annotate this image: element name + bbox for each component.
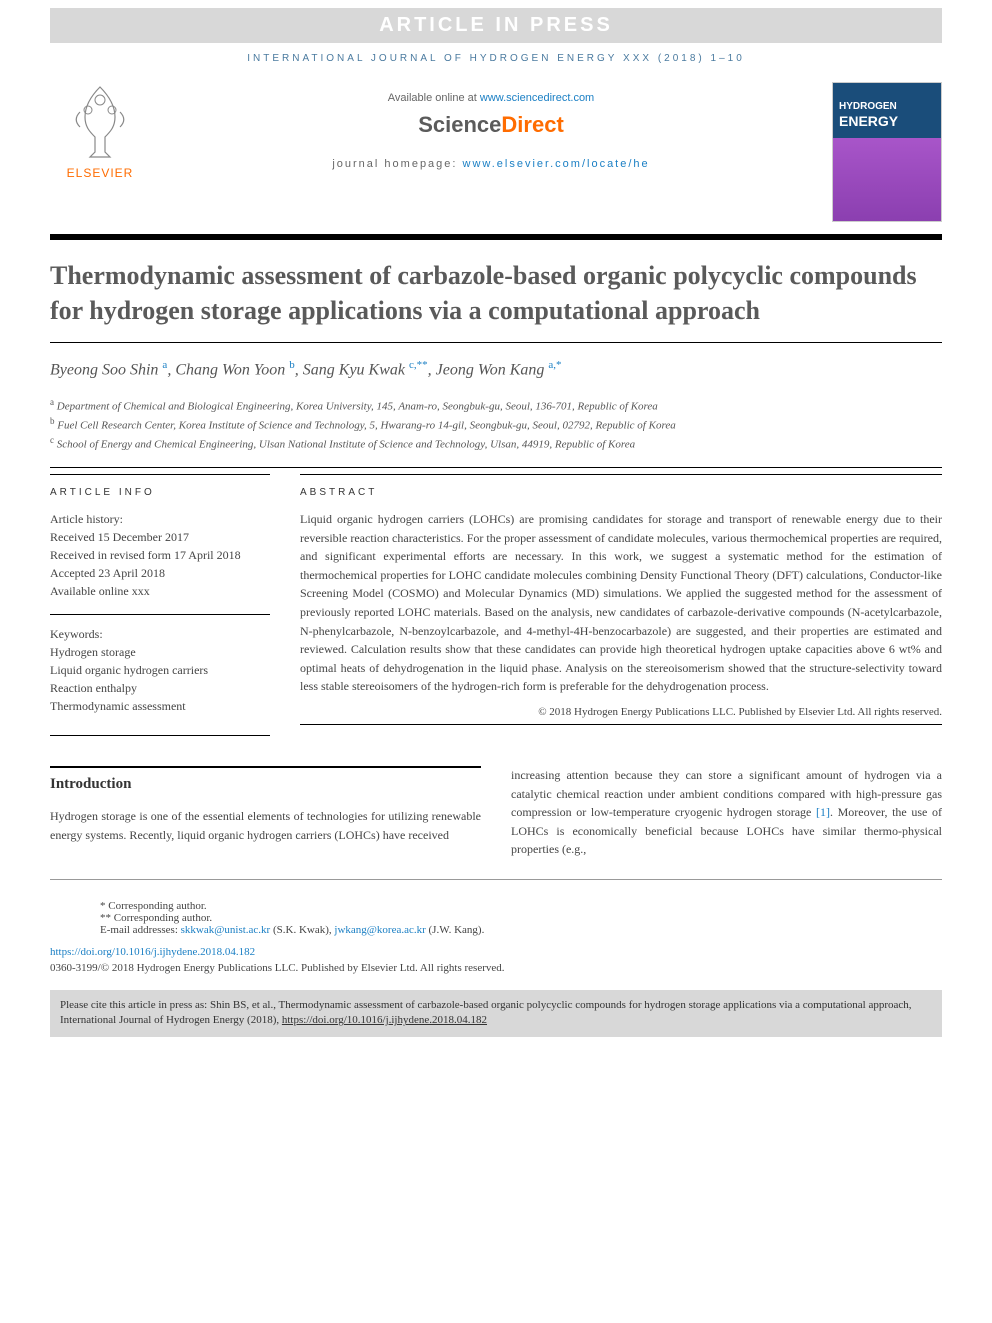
- sciencedirect-link[interactable]: www.sciencedirect.com: [480, 92, 594, 104]
- author-affil-sup[interactable]: c,**: [409, 359, 428, 371]
- author: , Jeong Won Kang: [428, 362, 549, 379]
- citation-box: Please cite this article in press as: Sh…: [50, 990, 942, 1037]
- title-block: Thermodynamic assessment of carbazole-ba…: [0, 240, 992, 342]
- abstract-copyright: © 2018 Hydrogen Energy Publications LLC.…: [300, 706, 942, 718]
- affiliations-block: a Department of Chemical and Biological …: [0, 390, 992, 467]
- author: , Sang Kyu Kwak: [295, 362, 409, 379]
- affiliation: a Department of Chemical and Biological …: [50, 396, 942, 415]
- doi-line: https://doi.org/10.1016/j.ijhydene.2018.…: [0, 944, 992, 960]
- header-center: Available online at www.sciencedirect.co…: [170, 82, 812, 170]
- author: Byeong Soo Shin: [50, 362, 162, 379]
- publisher-header: ELSEVIER Available online at www.science…: [0, 82, 992, 222]
- elsevier-wordmark: ELSEVIER: [67, 166, 134, 180]
- intro-paragraph-left: Hydrogen storage is one of the essential…: [50, 807, 481, 844]
- journal-homepage-line: journal homepage: www.elsevier.com/locat…: [170, 158, 812, 170]
- journal-cover-thumbnail: [832, 82, 942, 222]
- intro-col-left: Introduction Hydrogen storage is one of …: [50, 766, 481, 859]
- journal-reference: INTERNATIONAL JOURNAL OF HYDROGEN ENERGY…: [0, 53, 992, 64]
- intro-col-right: increasing attention because they can st…: [511, 766, 942, 859]
- keywords-block: Keywords: Hydrogen storage Liquid organi…: [50, 625, 270, 715]
- authors-line: Byeong Soo Shin a, Chang Won Yoon b, San…: [0, 343, 992, 389]
- affiliation: c School of Energy and Chemical Engineer…: [50, 434, 942, 453]
- article-history: Article history: Received 15 December 20…: [50, 510, 270, 600]
- email-addresses-line: E-mail addresses: skkwak@unist.ac.kr (S.…: [100, 924, 892, 936]
- footnotes-block: * Corresponding author. ** Corresponding…: [50, 879, 942, 944]
- author: , Chang Won Yoon: [167, 362, 289, 379]
- banner-text: ARTICLE IN PRESS: [379, 14, 613, 36]
- email-link[interactable]: jwkang@korea.ac.kr: [334, 924, 425, 936]
- rule-under-affiliations: [50, 467, 942, 468]
- introduction-section: Introduction Hydrogen storage is one of …: [0, 736, 992, 859]
- affiliation: b Fuel Cell Research Center, Korea Insti…: [50, 415, 942, 434]
- corresponding-author-note: * Corresponding author.: [100, 900, 892, 912]
- journal-homepage-link[interactable]: www.elsevier.com/locate/he: [463, 158, 650, 170]
- intro-paragraph-right: increasing attention because they can st…: [511, 766, 942, 859]
- citation-link[interactable]: [1]: [816, 805, 830, 819]
- available-online-line: Available online at www.sciencedirect.co…: [170, 92, 812, 104]
- info-abstract-row: ARTICLE INFO Article history: Received 1…: [0, 474, 992, 729]
- abstract-bottom-rule: [300, 724, 942, 725]
- citation-doi-link[interactable]: https://doi.org/10.1016/j.ijhydene.2018.…: [282, 1014, 487, 1026]
- doi-link[interactable]: https://doi.org/10.1016/j.ijhydene.2018.…: [50, 946, 255, 958]
- issn-copyright-line: 0360-3199/© 2018 Hydrogen Energy Publica…: [0, 960, 992, 984]
- abstract-heading: ABSTRACT: [300, 487, 942, 498]
- elsevier-tree-icon: [60, 82, 140, 162]
- corresponding-author-note: ** Corresponding author.: [100, 912, 892, 924]
- abstract-column: ABSTRACT Liquid organic hydrogen carrier…: [300, 474, 942, 729]
- article-info-column: ARTICLE INFO Article history: Received 1…: [50, 474, 270, 729]
- introduction-heading: Introduction: [50, 776, 481, 793]
- abstract-text: Liquid organic hydrogen carriers (LOHCs)…: [300, 510, 942, 696]
- sciencedirect-logo: ScienceDirect: [170, 112, 812, 138]
- author-affil-sup[interactable]: a,*: [548, 359, 561, 371]
- info-divider: [50, 614, 270, 615]
- article-in-press-banner: ARTICLE IN PRESS: [50, 8, 942, 43]
- article-title: Thermodynamic assessment of carbazole-ba…: [50, 258, 942, 328]
- article-info-heading: ARTICLE INFO: [50, 487, 270, 498]
- email-link[interactable]: skkwak@unist.ac.kr: [181, 924, 271, 936]
- elsevier-logo: ELSEVIER: [50, 82, 150, 180]
